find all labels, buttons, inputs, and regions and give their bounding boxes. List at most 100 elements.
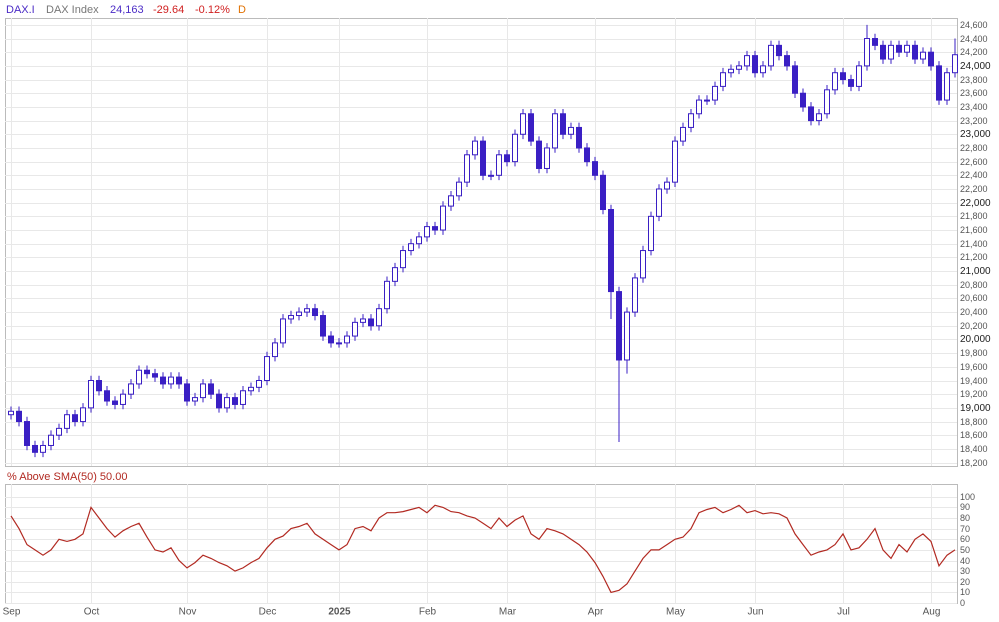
candle-body xyxy=(112,400,118,405)
candle-body xyxy=(936,65,942,101)
candle-body xyxy=(24,421,30,446)
candle-body xyxy=(240,390,246,405)
candle-body xyxy=(768,44,774,67)
candle-body xyxy=(648,215,654,252)
candle-body xyxy=(712,85,718,101)
candle-body xyxy=(640,250,646,279)
y-tick-label: 24,200 xyxy=(960,47,988,57)
candle-body xyxy=(576,126,582,149)
x-tick-label: Jun xyxy=(747,607,763,618)
candle-body xyxy=(816,113,822,122)
candle-body xyxy=(504,154,510,163)
change: -29.64 xyxy=(153,4,184,16)
candle-body xyxy=(48,434,54,446)
x-tick-label: Sep xyxy=(3,607,21,618)
candle-body xyxy=(688,113,694,128)
candle-body xyxy=(408,243,414,252)
x-tick-label: 2025 xyxy=(328,607,351,618)
price-frame xyxy=(5,18,958,467)
candle-body xyxy=(696,99,702,115)
candle-body xyxy=(656,188,662,217)
y-tick-label: 23,000 xyxy=(960,129,991,140)
candle-body xyxy=(808,106,814,122)
indicator-line xyxy=(10,504,956,594)
y-tick-label: 40 xyxy=(960,556,970,566)
candle-body xyxy=(160,376,166,385)
candle-body xyxy=(56,427,62,436)
candle-body xyxy=(376,308,382,327)
candle-body xyxy=(560,113,566,135)
candle-body xyxy=(824,89,830,115)
candle-body xyxy=(592,161,598,176)
candle-body xyxy=(288,315,294,320)
y-tick-label: 70 xyxy=(960,524,970,534)
candle-body xyxy=(776,44,782,57)
candle-body xyxy=(248,386,254,392)
candle-body xyxy=(32,444,38,453)
candle-body xyxy=(624,311,630,361)
candle-body xyxy=(16,410,22,423)
y-tick-label: 19,600 xyxy=(960,362,988,372)
y-tick-label: 24,600 xyxy=(960,20,988,30)
x-tick-label: Apr xyxy=(588,607,604,618)
last-price: 24,163 xyxy=(110,4,144,16)
x-tick-label: Aug xyxy=(923,607,941,618)
y-tick-label: 22,000 xyxy=(960,198,991,209)
y-tick-label: 18,400 xyxy=(960,444,988,454)
indicator-title: % Above SMA(50) 50.00 xyxy=(7,471,127,483)
y-tick-label: 22,600 xyxy=(960,157,988,167)
candle-body xyxy=(432,226,438,231)
indicator-frame xyxy=(5,484,958,604)
x-tick-label: Jul xyxy=(837,607,850,618)
y-tick-label: 19,800 xyxy=(960,348,988,358)
candle-body xyxy=(472,140,478,156)
candle-body xyxy=(496,154,502,176)
candle-body xyxy=(544,147,550,169)
candle-body xyxy=(512,133,518,163)
candle-body xyxy=(896,44,902,53)
candle-body xyxy=(680,126,686,142)
x-tick-label: Nov xyxy=(179,607,197,618)
candle-body xyxy=(480,140,486,176)
candle-body xyxy=(848,79,854,87)
candle-body xyxy=(952,54,958,74)
candle-body xyxy=(464,154,470,183)
candle-body xyxy=(856,65,862,87)
y-tick-label: 20,000 xyxy=(960,334,991,345)
candle-body xyxy=(8,410,14,416)
candle-body xyxy=(400,250,406,269)
candle-body xyxy=(184,383,190,402)
candle-body xyxy=(448,195,454,207)
candle-body xyxy=(616,291,622,361)
y-tick-label: 23,600 xyxy=(960,88,988,98)
candle-body xyxy=(536,140,542,169)
y-tick-label: 23,200 xyxy=(960,116,988,126)
y-tick-label: 20,800 xyxy=(960,280,988,290)
candle-body xyxy=(872,38,878,46)
candle-body xyxy=(664,181,670,190)
symbol: DAX.I xyxy=(6,4,35,16)
y-tick-label: 23,400 xyxy=(960,102,988,112)
x-tick-label: Dec xyxy=(259,607,277,618)
y-tick-label: 18,200 xyxy=(960,458,988,468)
y-tick-label: 21,200 xyxy=(960,252,988,262)
y-tick-label: 20,600 xyxy=(960,293,988,303)
x-tick-label: Mar xyxy=(499,607,517,618)
y-tick-label: 22,800 xyxy=(960,143,988,153)
y-tick-label: 22,200 xyxy=(960,184,988,194)
candle-body xyxy=(304,308,310,313)
candle-body xyxy=(704,99,710,102)
candle-body xyxy=(104,390,110,402)
candle-body xyxy=(344,335,350,344)
y-tick-label: 20 xyxy=(960,577,970,587)
y-tick-label: 30 xyxy=(960,566,970,576)
candle-body xyxy=(736,65,742,70)
period: D xyxy=(238,4,246,16)
y-tick-label: 22,400 xyxy=(960,170,988,180)
candle-body xyxy=(904,44,910,53)
candle-body xyxy=(144,369,150,375)
candle-body xyxy=(600,174,606,211)
candle-body xyxy=(488,174,494,177)
